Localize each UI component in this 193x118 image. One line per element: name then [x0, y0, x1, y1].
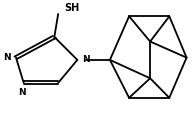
Text: SH: SH [64, 3, 79, 13]
Text: N: N [4, 53, 11, 62]
Text: N: N [18, 88, 26, 97]
Text: N: N [82, 55, 90, 64]
